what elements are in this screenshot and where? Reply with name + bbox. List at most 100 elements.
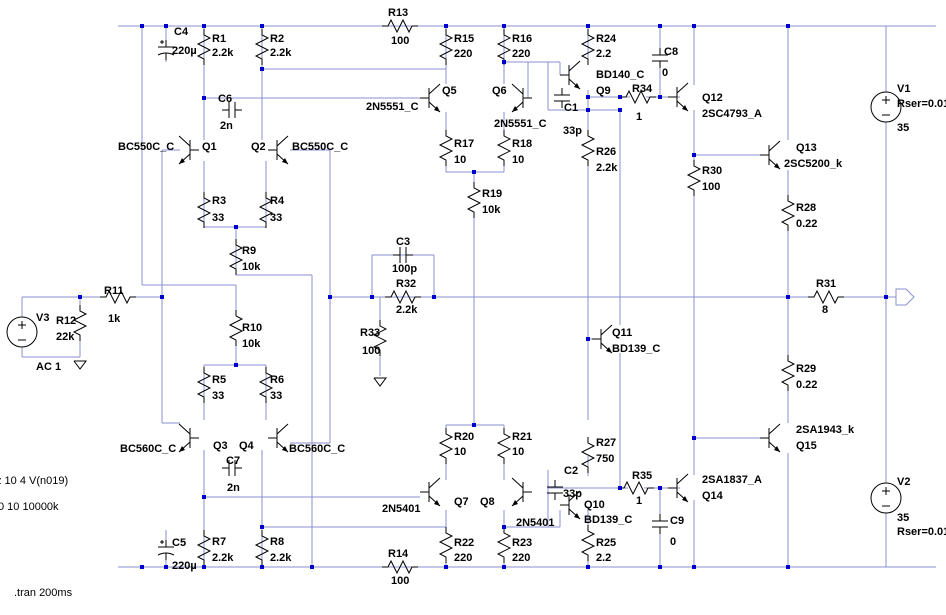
r21-value: 10	[512, 446, 524, 458]
r28-value: 0.22	[796, 218, 817, 230]
c6-name: C6	[218, 93, 232, 105]
r26-name: R26	[596, 146, 616, 158]
q13-model: 2SC5200_k	[784, 158, 843, 170]
r31-value: 8	[822, 304, 828, 316]
r2-name: R2	[270, 33, 284, 45]
r32-name: R32	[396, 278, 416, 290]
r14-value: 100	[391, 575, 409, 587]
spice-directives: z 10 4 V(n019) 0 10 10000k .tran 200ms	[0, 475, 73, 599]
v2-name: V2	[897, 476, 910, 488]
r30-name: R30	[702, 165, 722, 177]
transistor-labels: BC550C_C Q1 Q2 BC550C_C BC560C_C Q3 Q4 B…	[118, 69, 855, 529]
r27-name: R27	[596, 437, 616, 449]
v2-rser: Rser=0.01	[897, 526, 946, 538]
r33-name: R33	[360, 327, 380, 339]
c7-name: C7	[226, 455, 240, 467]
q9-name: Q9	[596, 85, 611, 97]
r13-name: R13	[388, 7, 408, 19]
source-labels: V1 Rser=0.01 35 V2 35 Rser=0.01 V3 AC 1	[36, 83, 946, 538]
r23-value: 220	[512, 552, 530, 564]
r21-name: R21	[512, 431, 532, 443]
r18-value: 10	[512, 154, 524, 166]
c3-value: 100p	[392, 263, 417, 275]
c5-value: 220µ	[172, 560, 197, 572]
capacitor-labels: C4 220µ C5 220µ C6 2n C7 2n C3 100p C1 3…	[172, 26, 684, 572]
c4-name: C4	[174, 26, 189, 38]
r34-name: R34	[632, 83, 653, 95]
v1-rser: Rser=0.01	[897, 98, 946, 110]
q11-model: BD139_C	[612, 343, 660, 355]
q1-name: Q1	[202, 141, 217, 153]
q15-name: Q15	[796, 440, 817, 452]
q2-model: BC550C_C	[292, 141, 348, 153]
q3-model: BC560C_C	[120, 443, 176, 455]
r3-value: 33	[212, 212, 224, 224]
r9-name: R9	[242, 245, 256, 257]
c7-value: 2n	[227, 482, 240, 494]
r1-value: 2.2k	[212, 47, 234, 59]
r25-name: R25	[596, 537, 616, 549]
r22-value: 220	[454, 552, 472, 564]
r12-name: R12	[56, 315, 76, 327]
r3-name: R3	[212, 195, 226, 207]
r5-value: 33	[212, 390, 224, 402]
v2-value: 35	[897, 512, 909, 524]
wires	[21, 25, 936, 568]
q10-model: BD139_C	[584, 514, 632, 526]
q4-model: BC560C_C	[289, 443, 345, 455]
q6-name: Q6	[492, 85, 507, 97]
r17-value: 10	[454, 154, 466, 166]
r7-value: 2.2k	[212, 552, 234, 564]
r15-name: R15	[454, 33, 474, 45]
c1-name: C1	[564, 102, 578, 114]
c8-value: 0	[662, 67, 668, 79]
r34-value: 1	[636, 111, 642, 123]
r10-value: 10k	[242, 338, 261, 350]
q14-model: 2SA1837_A	[702, 474, 762, 486]
q1-model: BC550C_C	[118, 141, 174, 153]
r20-name: R20	[454, 431, 474, 443]
tran-directive: .tran 200ms	[14, 587, 73, 599]
q11-name: Q11	[612, 327, 632, 339]
q12-name: Q12	[702, 92, 723, 104]
q12-model: 2SC4793_A	[702, 108, 762, 120]
r8-name: R8	[270, 536, 284, 548]
r27-value: 750	[596, 453, 614, 465]
r19-value: 10k	[482, 204, 501, 216]
r13-value: 100	[391, 35, 409, 47]
output-port	[895, 288, 915, 306]
r8-value: 2.2k	[270, 552, 292, 564]
r33-value: 100	[362, 345, 380, 357]
r7-name: R7	[212, 536, 226, 548]
c2-name: C2	[564, 465, 578, 477]
c8-name: C8	[664, 46, 678, 58]
c2-value: 33p	[563, 488, 582, 500]
c9-name: C9	[670, 515, 684, 527]
r24-value: 2.2	[596, 48, 611, 60]
q13-name: Q13	[796, 142, 817, 154]
r14-name: R14	[388, 548, 409, 560]
r4-value: 33	[270, 212, 282, 224]
r5-name: R5	[212, 374, 226, 386]
q7-name: Q7	[454, 496, 469, 508]
transistor-symbols	[178, 60, 781, 520]
resistor-labels: R1 2.2k R2 2.2k R3 33 R4 33 R9 10k R10 1…	[56, 7, 836, 587]
c1-value: 33p	[563, 125, 582, 137]
c6-value: 2n	[220, 120, 233, 132]
r16-value: 220	[512, 48, 530, 60]
r6-name: R6	[270, 374, 284, 386]
r23-name: R23	[512, 537, 532, 549]
r28-name: R28	[796, 202, 816, 214]
r35-name: R35	[632, 470, 652, 482]
q4-name: Q4	[239, 440, 255, 452]
r20-value: 10	[454, 446, 466, 458]
r22-name: R22	[454, 537, 474, 549]
four-directive: z 10 4 V(n019)	[0, 475, 68, 487]
r29-name: R29	[796, 363, 816, 375]
v1-value: 35	[897, 122, 909, 134]
r2-value: 2.2k	[270, 47, 292, 59]
r29-value: 0.22	[796, 379, 817, 391]
r11-value: 1k	[108, 313, 121, 325]
q15-model: 2SA1943_k	[796, 424, 855, 436]
